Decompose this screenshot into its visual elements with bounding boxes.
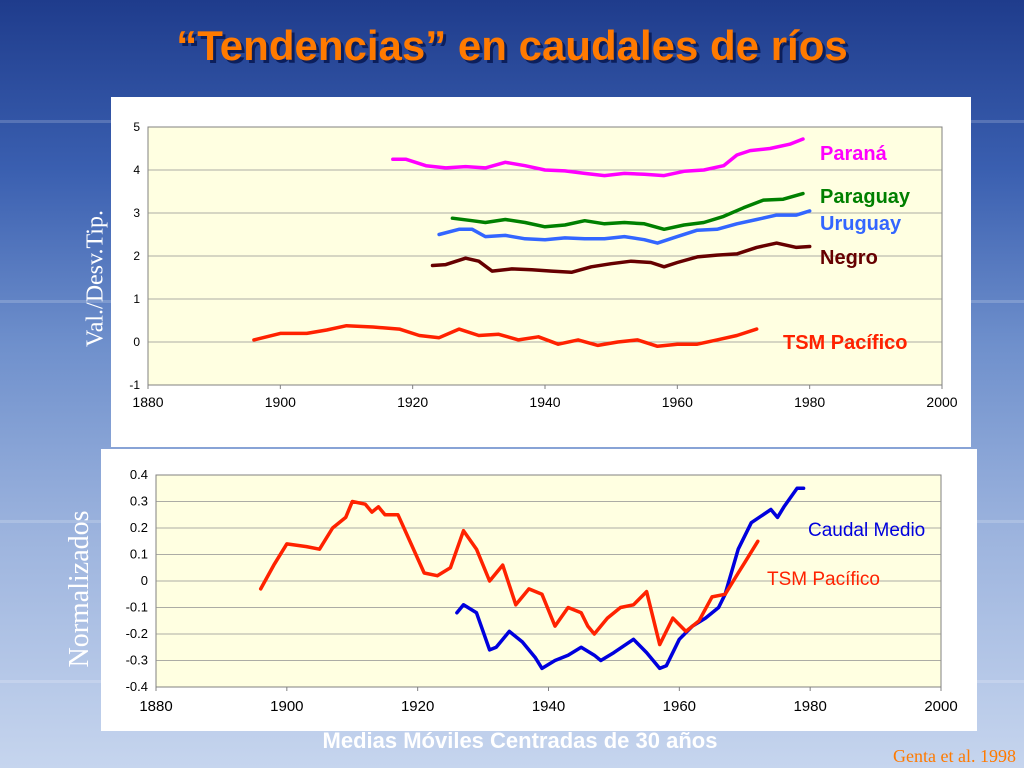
x-tick-label: 1900	[270, 698, 303, 715]
slide-title: “Tendencias” en caudales de ríos	[176, 22, 848, 69]
series-line-caudal-medio	[455, 486, 806, 671]
top-chart-panel: -1 0 1 2 3 4 5 1880 1900 1920 1940 1960 1980 2000 Para…	[111, 97, 971, 447]
label-tsm-pacifico-top: TSM Pacífico	[783, 332, 907, 354]
series-line-tsm-pacifico	[252, 323, 759, 349]
x-tick-label: 1960	[663, 698, 696, 715]
series-line-uruguay	[437, 209, 812, 245]
bottom-chart: 0.4 0.3 0.2 0.1 0 -0.1 -0.2 -0.3 -0.4 1880 1900 192…	[126, 467, 958, 715]
y-tick-label: 0.3	[130, 494, 148, 509]
y-tick-label: -0.4	[126, 679, 148, 694]
label-caudal-medio: Caudal Medio	[808, 520, 925, 541]
x-tick-label: 2000	[924, 698, 957, 715]
x-tick-label: 1940	[532, 698, 565, 715]
label-negro: Negro	[820, 247, 878, 269]
y-tick-label: -0.2	[126, 626, 148, 641]
y-tick-label: 0.2	[130, 520, 148, 535]
label-tsm-pacifico-bottom: TSM Pacífico	[767, 569, 880, 590]
label-uruguay: Uruguay	[820, 213, 902, 235]
series-line-tsm-pacifico	[258, 499, 760, 647]
bottom-chart-panel: 0.4 0.3 0.2 0.1 0 -0.1 -0.2 -0.3 -0.4 1880 1900 192…	[101, 449, 977, 731]
x-tick-label: 2000	[926, 394, 957, 410]
x-tick-label: 1940	[529, 394, 560, 410]
source-citation: Genta et al. 1998	[893, 746, 1016, 766]
y-tick-label: 0	[133, 335, 140, 349]
top-chart-ylabel: Val./Desv.Tip.	[82, 210, 109, 347]
y-tick-label: 0.4	[130, 467, 148, 482]
series-line-parana	[391, 137, 805, 178]
bottom-chart-ylabel: Normalizados	[64, 510, 95, 668]
top-chart: -1 0 1 2 3 4 5 1880 1900 1920 1940 1960 1980 2000 Para…	[129, 120, 957, 410]
x-tick-label: 1920	[397, 394, 428, 410]
x-tick-label: 1960	[662, 394, 693, 410]
label-parana: Paraná	[820, 143, 888, 165]
bottom-caption: Medias Móviles Centradas de 30 años	[322, 728, 718, 753]
y-tick-label: 0.1	[130, 547, 148, 562]
y-tick-label: 2	[133, 249, 140, 263]
y-tick-label: -0.3	[126, 653, 148, 668]
x-tick-label: 1880	[139, 698, 172, 715]
label-paraguay: Paraguay	[820, 186, 911, 208]
y-tick-label: 5	[133, 120, 140, 134]
y-tick-label: 0	[141, 573, 148, 588]
y-tick-label: 1	[133, 292, 140, 306]
y-tick-label: 4	[133, 163, 140, 177]
x-tick-label: 1980	[793, 698, 826, 715]
x-tick-label: 1920	[401, 698, 434, 715]
x-tick-label: 1880	[132, 394, 163, 410]
x-tick-label: 1980	[794, 394, 825, 410]
series-line-paraguay	[450, 191, 805, 232]
x-tick-label: 1900	[265, 394, 296, 410]
y-tick-label: 3	[133, 206, 140, 220]
series-line-negro	[430, 241, 812, 275]
y-tick-label: -0.1	[126, 600, 148, 615]
y-tick-label: -1	[129, 378, 140, 392]
